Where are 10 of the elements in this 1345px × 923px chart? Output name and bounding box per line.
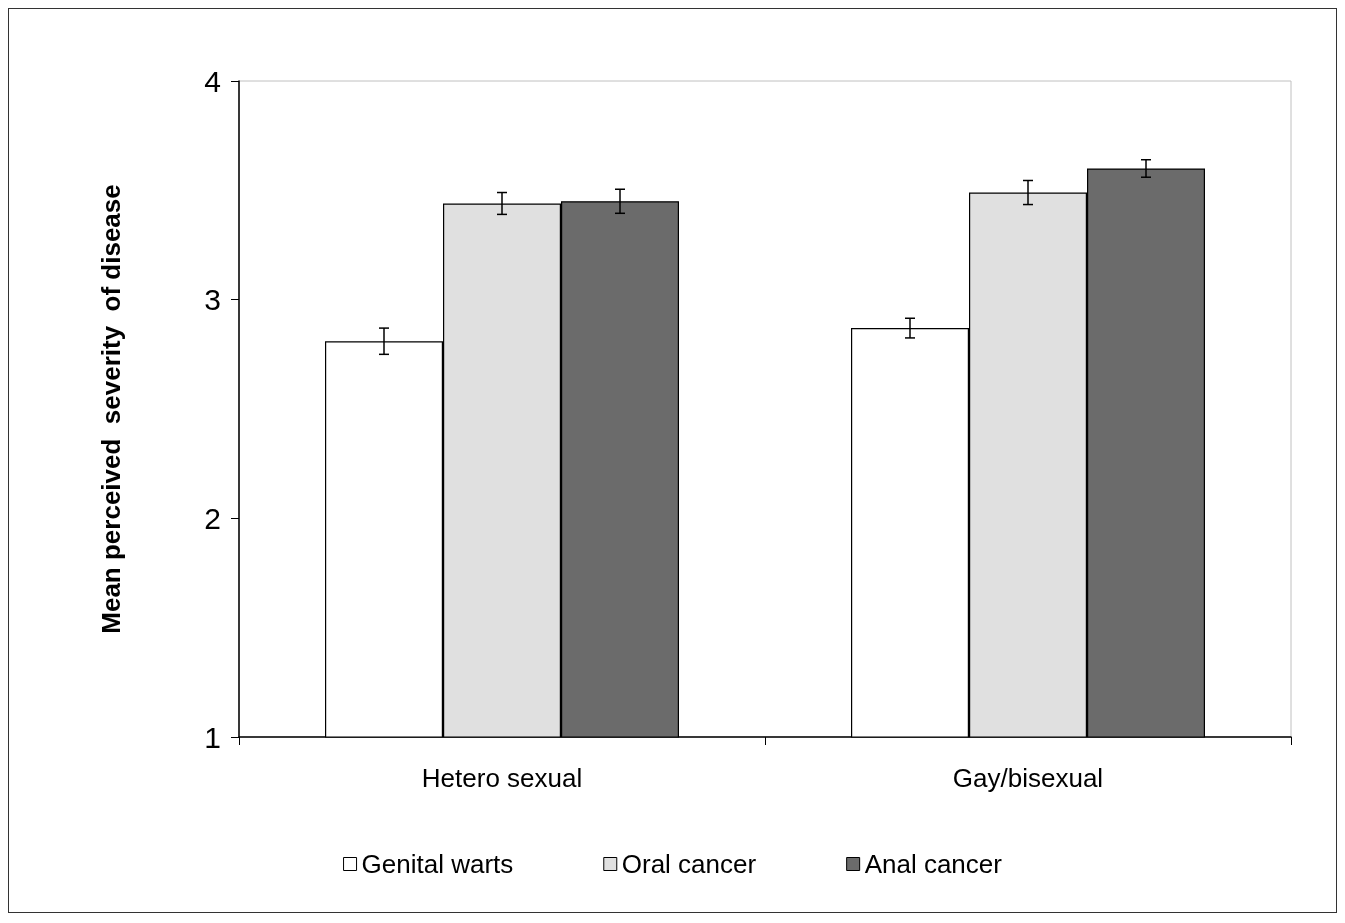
- x-tick-label: Hetero sexual: [421, 763, 583, 793]
- x-tick-label: Gay/bisexual: [952, 763, 1104, 793]
- legend-label: Genital warts: [361, 849, 514, 879]
- legend-label: Oral cancer: [621, 849, 757, 879]
- y-axis-title: Mean perceived severity of disease: [96, 184, 126, 634]
- y-tick-label: 3: [204, 283, 221, 317]
- legend-label: Anal cancer: [864, 849, 1003, 879]
- y-tick-label: 4: [204, 64, 221, 98]
- y-tick-label: 2: [204, 501, 221, 535]
- y-tick-label: 1: [204, 720, 221, 754]
